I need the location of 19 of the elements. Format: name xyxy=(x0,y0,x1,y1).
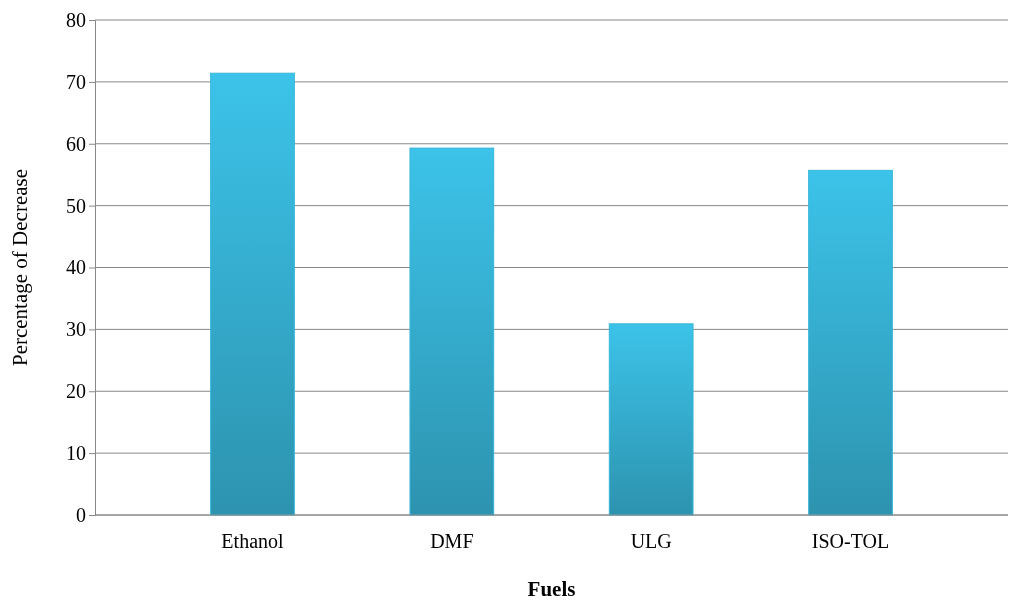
y-tick-label: 50 xyxy=(66,194,86,217)
bar xyxy=(210,72,295,516)
y-tick-label: 70 xyxy=(66,70,86,93)
y-tick-label: 0 xyxy=(76,503,86,526)
y-tick-label: 40 xyxy=(66,256,86,279)
y-tick-label: 20 xyxy=(66,380,86,403)
x-tick-label: ISO-TOL xyxy=(811,530,890,552)
y-tick-label: 30 xyxy=(66,318,86,341)
y-axis-title: Percentage of Decrease xyxy=(8,168,32,367)
y-tick-label: 80 xyxy=(66,8,86,31)
y-tick-label: 60 xyxy=(66,132,86,155)
bar xyxy=(608,323,694,516)
x-tick-label: Ethanol xyxy=(221,530,285,552)
x-axis-title: Fuels xyxy=(527,577,576,601)
bar xyxy=(808,169,893,516)
bar xyxy=(409,147,495,516)
y-tick-label: 10 xyxy=(66,442,86,465)
x-tick-label: DMF xyxy=(430,530,474,552)
x-tick-label: ULG xyxy=(630,530,672,552)
